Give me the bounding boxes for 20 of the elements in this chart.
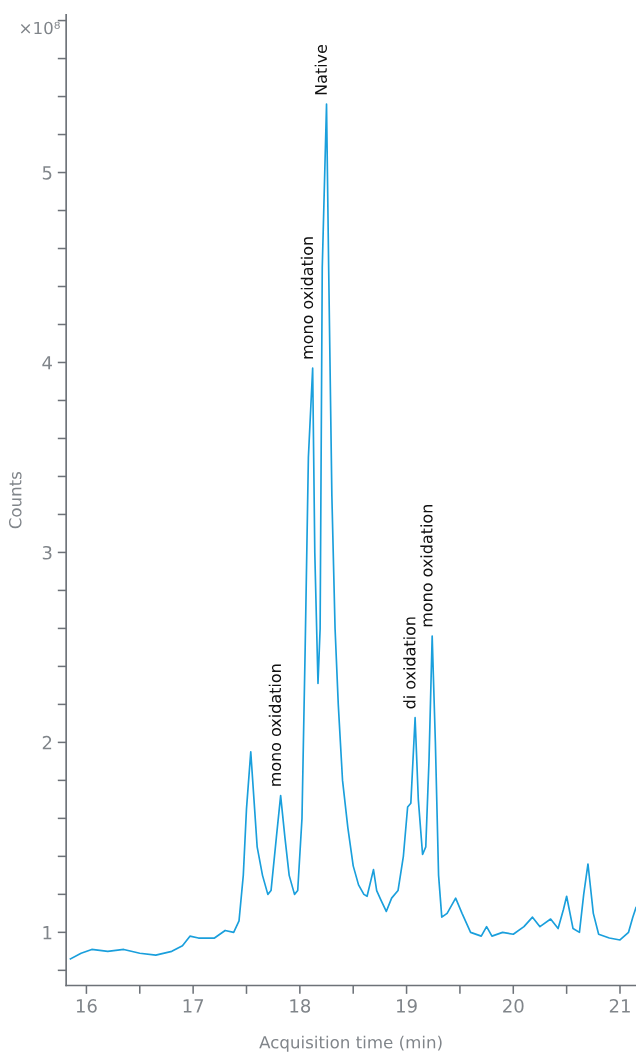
x-tick-label: 16 <box>76 999 97 1013</box>
y-axis-title: Counts <box>8 471 22 529</box>
x-tick-label: 20 <box>503 999 524 1013</box>
text: ×10⁸ <box>20 21 60 35</box>
annotation: di oxidation <box>403 617 416 709</box>
line-series <box>69 103 636 960</box>
y-tick-label: 1 <box>43 926 52 940</box>
x-tick-label: 19 <box>397 999 417 1013</box>
x-tick-label: 18 <box>290 999 311 1013</box>
x-tick-label: 21 <box>609 999 630 1013</box>
annotation: Native <box>314 44 327 95</box>
y-tick-label: 5 <box>42 166 52 180</box>
y-tick-label: 2 <box>42 735 52 750</box>
x-tick-label: 17 <box>183 999 204 1013</box>
y-tick-label: 3 <box>42 545 52 560</box>
annotation: mono oxidation <box>420 505 433 627</box>
annotation: mono oxidation <box>300 237 314 359</box>
y-tick-label: 4 <box>42 356 52 370</box>
annotation: mono oxidation <box>268 664 282 786</box>
x-axis-title: Acquisition time (min) <box>259 1035 442 1052</box>
